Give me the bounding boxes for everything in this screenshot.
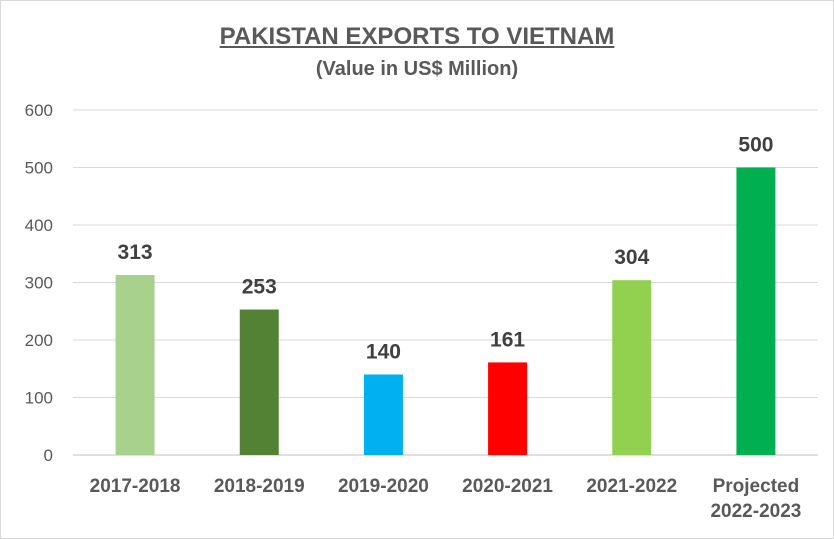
- y-tick-label: 600: [25, 101, 53, 120]
- data-label: 313: [118, 241, 153, 264]
- x-tick-label: 2018-2019: [214, 476, 305, 497]
- x-tick-label: 2020-2021: [462, 476, 553, 497]
- bar: [115, 275, 155, 455]
- chart-title: PAKISTAN EXPORTS TO VIETNAM: [219, 23, 615, 50]
- y-tick-label: 200: [25, 331, 53, 350]
- data-label: 140: [366, 341, 401, 364]
- y-tick-label: 400: [25, 216, 53, 235]
- bar: [239, 309, 279, 455]
- bar: [363, 374, 403, 455]
- bar: [612, 280, 652, 455]
- x-tick-label: 2019-2020: [338, 476, 429, 497]
- y-tick-label: 300: [25, 274, 53, 293]
- bar: [488, 362, 528, 455]
- data-label: 500: [738, 134, 773, 157]
- bar: [736, 167, 776, 455]
- data-label: 253: [242, 276, 277, 299]
- x-tick-label: 2021-2022: [586, 476, 677, 497]
- data-label: 161: [490, 328, 525, 351]
- data-label: 304: [614, 246, 649, 269]
- y-tick-label: 100: [25, 389, 53, 408]
- chart-subtitle: (Value in US$ Million): [315, 58, 519, 80]
- y-tick-label: 0: [44, 446, 53, 465]
- x-tick-label: Projected 2022-2023: [710, 476, 801, 522]
- x-tick-label: 2017-2018: [90, 476, 181, 497]
- y-tick-label: 500: [25, 159, 53, 178]
